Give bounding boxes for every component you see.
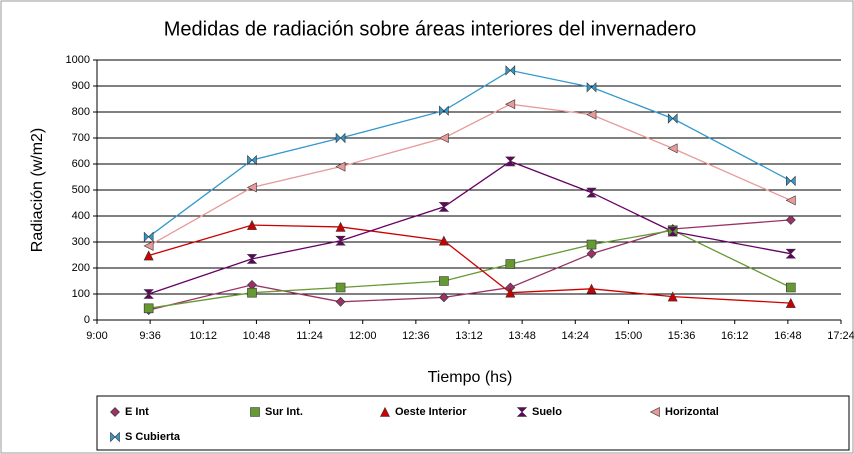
- legend-label: Suelo: [532, 406, 562, 418]
- legend-marker: [649, 407, 660, 417]
- y-tick-label: 0: [84, 314, 90, 326]
- y-tick-label: 900: [72, 80, 90, 92]
- marker: [438, 292, 449, 303]
- x-tick-label: 12:36: [402, 330, 430, 342]
- marker: [505, 156, 516, 167]
- x-tick-label: 9:00: [86, 330, 107, 342]
- marker: [143, 289, 154, 299]
- marker: [246, 182, 257, 193]
- marker: [505, 259, 516, 269]
- marker: [586, 82, 597, 93]
- marker: [247, 219, 257, 230]
- marker: [667, 143, 678, 154]
- marker: [247, 154, 257, 166]
- marker: [439, 105, 449, 116]
- marker: [247, 287, 257, 298]
- marker: [785, 297, 796, 308]
- legend-marker: [380, 406, 390, 417]
- x-axis-title: Tiempo (hs): [428, 369, 513, 386]
- marker: [667, 291, 678, 302]
- x-tick-label: 12:00: [349, 330, 377, 342]
- x-tick-label: 15:00: [615, 330, 643, 342]
- y-tick-label: 400: [72, 210, 90, 222]
- marker: [143, 231, 154, 243]
- x-tick-label: 10:12: [190, 330, 218, 342]
- series-line: [148, 160, 791, 295]
- marker: [786, 175, 796, 187]
- x-tick-label: 17:24: [827, 330, 854, 342]
- x-tick-label: 13:12: [455, 330, 483, 342]
- series-line: [148, 103, 792, 247]
- series-line: [148, 69, 792, 238]
- marker: [335, 235, 346, 246]
- legend: E Int Sur Int. Oeste Interior Suelo Horizont…: [110, 406, 719, 443]
- y-tick-label: 300: [72, 236, 90, 248]
- y-axis-title: Radiación (w/m2): [29, 128, 46, 252]
- chart-title: Medidas de radiación sobre áreas interio…: [164, 18, 697, 40]
- marker: [335, 132, 346, 144]
- x-tick-label: 11:24: [296, 330, 323, 342]
- x-tick-label: 9:36: [139, 330, 160, 342]
- marker: [586, 283, 597, 294]
- y-tick-label: 1000: [66, 54, 90, 66]
- series-line: [148, 224, 791, 304]
- marker: [586, 109, 597, 120]
- marker: [335, 282, 346, 293]
- y-tick-label: 600: [72, 158, 90, 170]
- marker: [335, 296, 346, 307]
- marker: [505, 287, 516, 298]
- marker: [586, 187, 597, 198]
- marker: [785, 214, 796, 225]
- x-tick-label: 10:48: [243, 330, 271, 342]
- marker: [246, 254, 258, 264]
- marker: [335, 161, 346, 172]
- legend-marker: [516, 407, 528, 417]
- marker: [586, 248, 597, 259]
- y-tick-label: 500: [72, 184, 90, 196]
- marker: [438, 235, 449, 246]
- marker: [667, 226, 678, 237]
- marker: [143, 240, 154, 251]
- marker: [335, 221, 346, 232]
- y-tick-label: 800: [72, 106, 90, 118]
- marker: [785, 248, 797, 259]
- x-tick-label: 16:12: [721, 330, 749, 342]
- x-tick-label: 16:48: [774, 330, 802, 342]
- legend-marker: [110, 431, 120, 443]
- y-tick-label: 100: [72, 288, 90, 300]
- x-tick-label: 15:36: [668, 330, 696, 342]
- y-tick-label: 200: [72, 262, 90, 274]
- marker: [667, 113, 678, 124]
- legend-label: Oeste Interior: [395, 406, 467, 418]
- marker: [143, 303, 154, 314]
- marker: [438, 133, 449, 143]
- marker: [505, 65, 516, 76]
- marker: [586, 239, 597, 250]
- y-tick-label: 700: [72, 132, 90, 144]
- legend-label: Horizontal: [665, 406, 719, 418]
- x-tick-label: 14:24: [562, 330, 590, 342]
- marker: [785, 195, 796, 206]
- legend-label: Sur Int.: [265, 406, 303, 418]
- marker: [439, 276, 449, 286]
- legend-label: E Int: [125, 406, 149, 418]
- marker: [505, 99, 516, 110]
- x-tick-label: 13:48: [508, 330, 536, 342]
- marker: [786, 282, 796, 293]
- legend-label: S Cubierta: [125, 431, 181, 443]
- series-line: [148, 229, 792, 309]
- legend-box: [96, 395, 850, 451]
- marker: [143, 250, 154, 261]
- marker: [438, 202, 450, 212]
- legend-marker: [250, 407, 260, 417]
- legend-marker: [110, 407, 120, 417]
